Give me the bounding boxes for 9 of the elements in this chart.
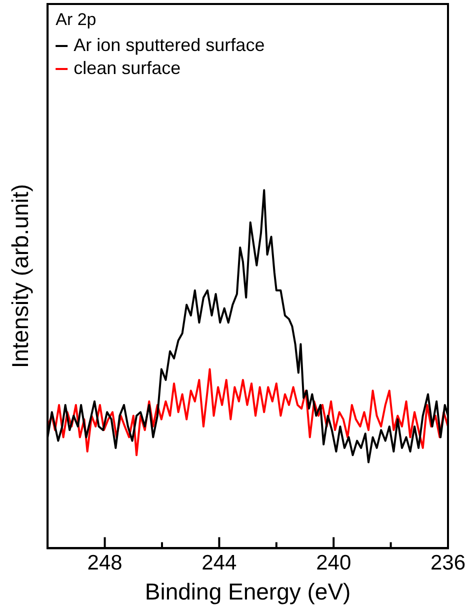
- legend-label: Ar ion sputtered surface: [74, 34, 265, 55]
- x-tick-label: 248: [87, 552, 122, 575]
- legend-label: clean surface: [74, 58, 181, 78]
- x-axis-title: Binding Energy (eV): [144, 578, 351, 605]
- y-axis-title: Intensity (arb.unit): [7, 184, 34, 368]
- x-tick-label: 236: [430, 552, 466, 575]
- x-tick-label: 244: [202, 552, 238, 575]
- legend-title: Ar 2p: [56, 10, 96, 30]
- x-tick-label: 240: [316, 552, 352, 575]
